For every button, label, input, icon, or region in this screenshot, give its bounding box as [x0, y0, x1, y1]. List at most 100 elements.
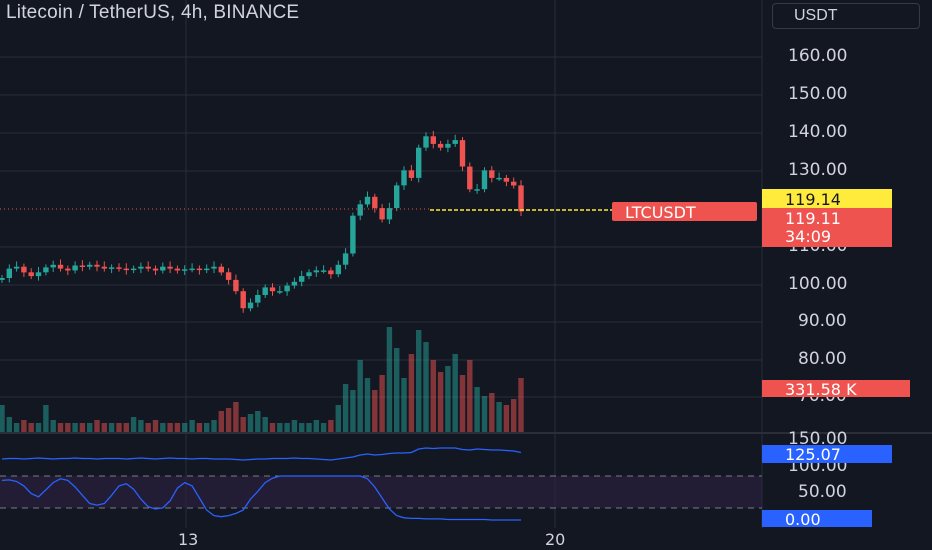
volume-bar [72, 423, 78, 432]
volume-bar [65, 423, 71, 432]
volume-bar [218, 411, 224, 432]
candle-body [43, 267, 49, 273]
candle-body [430, 136, 436, 144]
volume-bar [313, 420, 319, 432]
candle-body [320, 270, 327, 272]
candle-body [518, 185, 524, 212]
candle-body [277, 291, 283, 293]
candle-body [357, 204, 363, 216]
volume-bar [467, 360, 473, 432]
volume-bar [511, 399, 517, 432]
candle-body [284, 285, 290, 292]
candle-body [233, 279, 239, 292]
time-axis-label: 13 [178, 530, 199, 549]
volume-bar [204, 423, 210, 432]
volume-bar [423, 342, 429, 432]
candle-body [65, 268, 71, 271]
candle-body [218, 266, 224, 273]
volume-bar [394, 348, 400, 432]
candle-body [445, 143, 451, 148]
candle-body [160, 266, 166, 271]
volume-bar [299, 423, 305, 432]
candle-body [379, 208, 385, 220]
volume-bar [123, 423, 129, 432]
candle-body [350, 215, 356, 254]
candle-body [189, 268, 195, 271]
volume-bar [152, 420, 159, 432]
candle-body [72, 265, 78, 271]
price-axis-tick: 130.00 [788, 160, 848, 180]
candle-body [0, 278, 5, 280]
candle-body [262, 287, 268, 295]
candle-body [167, 266, 173, 269]
volume-bar [379, 375, 385, 432]
candle-body [152, 268, 159, 271]
candle-body [299, 276, 305, 282]
volume-bar [233, 402, 239, 432]
grid [0, 0, 762, 528]
candle-body [211, 266, 217, 269]
candle-body [481, 170, 488, 190]
volume-bar [6, 417, 12, 432]
volume-bar [247, 414, 254, 432]
volume-bar [255, 411, 261, 432]
candle-body [503, 177, 510, 182]
candle-body [306, 272, 312, 277]
price-axis-tick: 80.00 [798, 349, 847, 369]
volume-bar [408, 354, 415, 432]
volume-bar [240, 417, 246, 432]
symbol-tag: LTCUSDT [612, 202, 757, 222]
volume-bar [211, 420, 217, 432]
volume-bar [489, 393, 495, 432]
candle-body [174, 268, 181, 271]
chart-title[interactable]: Litecoin / TetherUS, 4h, BINANCE [6, 2, 300, 23]
oscillator-band [0, 476, 762, 508]
volume-bar [28, 423, 34, 432]
price-axis-tick: 100.00 [788, 274, 848, 294]
volume-bar [13, 423, 20, 432]
volume-bar [87, 423, 93, 432]
volume-bar [145, 423, 151, 432]
candle-body [57, 264, 64, 269]
volume-bar [174, 423, 181, 432]
price-axis-tick: 140.00 [788, 122, 848, 142]
volume-bar [320, 423, 327, 432]
candle-body [423, 136, 429, 148]
candle-body [255, 295, 261, 303]
volume-bars [0, 327, 524, 432]
volume-bar [35, 423, 42, 432]
candle-body [240, 291, 246, 309]
candle-body [108, 267, 115, 269]
candle-body [79, 265, 86, 267]
oscillator-zero-tag: 0.00 [762, 510, 872, 529]
candle-body [138, 266, 144, 269]
candle-body [467, 166, 473, 190]
volume-bar [518, 378, 524, 432]
candles [0, 131, 524, 313]
candle-body [101, 266, 107, 269]
volume-bar [108, 423, 115, 432]
currency-selector-button[interactable]: USDT [772, 3, 920, 29]
candle-body [437, 143, 444, 148]
candle-body [452, 140, 458, 144]
price-axis-tick: 90.00 [798, 311, 847, 331]
candle-body [394, 185, 400, 209]
candle-body [386, 208, 393, 220]
candle-body [364, 196, 371, 205]
candle-body [328, 270, 334, 275]
volume-bar [452, 354, 458, 432]
candle-body [225, 272, 232, 280]
last-price-tag: 119.11 [762, 208, 892, 228]
candle-body [474, 189, 480, 191]
volume-bar [269, 423, 276, 432]
volume-bar [496, 402, 502, 432]
volume-bar [116, 423, 122, 432]
candle-body [94, 264, 100, 267]
candle-body [50, 264, 56, 268]
volume-bar [225, 408, 232, 432]
volume-bar [94, 420, 100, 432]
volume-bar [79, 423, 86, 432]
volume-bar [430, 360, 436, 432]
candle-body [204, 268, 210, 271]
